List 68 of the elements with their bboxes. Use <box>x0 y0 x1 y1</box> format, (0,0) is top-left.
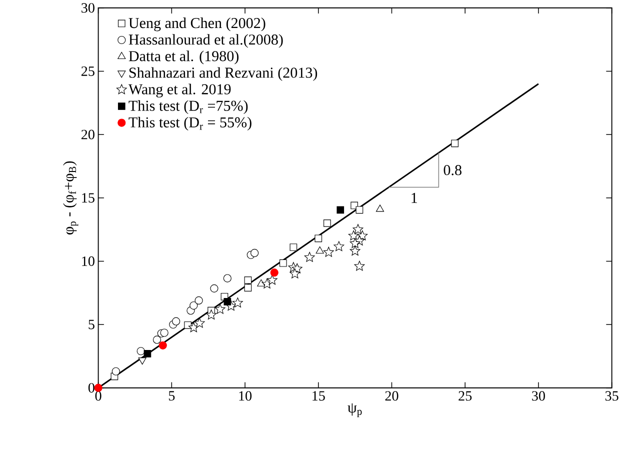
x-tick-label: 10 <box>239 391 252 401</box>
point <box>348 230 359 240</box>
point <box>314 234 322 242</box>
y-tick-label: 5 <box>88 320 94 330</box>
point <box>451 140 458 147</box>
point <box>144 350 152 358</box>
x-tick-label: 35 <box>605 391 618 401</box>
point <box>172 317 180 326</box>
legend-label: Datta et al. (1980) <box>128 50 239 64</box>
point <box>224 298 232 306</box>
point <box>214 304 226 314</box>
point <box>352 224 364 234</box>
x-tick-label: 0 <box>95 391 102 401</box>
point <box>304 252 315 262</box>
legend-label: Ueng and Chen (2002) <box>128 17 266 32</box>
point <box>334 241 344 252</box>
point <box>206 309 216 320</box>
point <box>244 284 252 292</box>
y-tick-label: 15 <box>82 193 94 203</box>
point <box>112 367 120 376</box>
x-tick-label: 30 <box>532 391 545 401</box>
point <box>290 268 300 278</box>
point <box>188 322 199 332</box>
point <box>316 246 324 254</box>
point <box>138 357 146 365</box>
point <box>158 341 167 350</box>
point <box>244 276 252 284</box>
y-tick-label: 10 <box>82 256 94 266</box>
y-tick-label: 25 <box>81 66 94 76</box>
legend-label: This test (D$_{r}$ = 55%) <box>128 116 252 130</box>
point <box>336 206 344 214</box>
point <box>280 259 287 267</box>
point <box>270 268 278 277</box>
legend-label: Wang et al. 2019 <box>128 84 231 98</box>
point <box>357 230 368 240</box>
point <box>324 219 331 227</box>
point <box>376 204 384 212</box>
point <box>350 238 360 248</box>
point <box>350 246 360 256</box>
legend-label: This test (D$_{r}$ =75%) <box>128 100 248 114</box>
x-tick-label: 25 <box>458 391 472 401</box>
point <box>354 260 365 271</box>
x-tick-label: 20 <box>385 391 398 401</box>
y-tick-label: 20 <box>81 130 94 140</box>
point <box>290 244 298 251</box>
point <box>136 346 145 356</box>
point <box>250 248 259 257</box>
point <box>323 246 334 257</box>
x-tick-label: 5 <box>168 391 175 400</box>
point <box>266 274 278 285</box>
annotation: 0.8 <box>444 164 462 176</box>
annotation: 1 <box>412 192 417 203</box>
point <box>194 296 203 304</box>
x-tick-label: 15 <box>312 391 325 401</box>
point <box>194 318 205 328</box>
point <box>160 328 168 337</box>
point <box>190 301 198 310</box>
y-tick-label: 0 <box>88 383 94 393</box>
point <box>223 274 232 282</box>
point <box>232 297 243 308</box>
y-tick-label: 30 <box>82 3 94 13</box>
point <box>152 336 162 344</box>
x-axis-title: ψ$_{p}$ <box>348 403 362 418</box>
point <box>210 284 218 292</box>
legend-label: Hassanlourad et al.(2008) <box>128 34 283 48</box>
legend-label: Shahnazari and Rezvani (2013) <box>129 67 318 81</box>
point <box>356 206 364 214</box>
y-axis-title: φ$_{p}$ - (φ$_{f}$+φ$_{B}$) <box>63 161 78 234</box>
